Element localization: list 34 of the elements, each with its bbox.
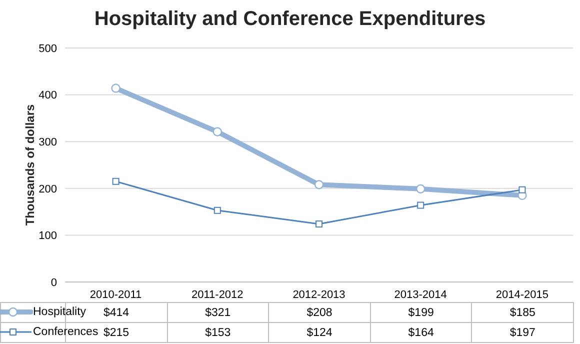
point	[212, 127, 222, 136]
data-label: $199	[370, 302, 472, 322]
x-tick-label: 2011-2012	[192, 288, 244, 301]
y-tick-label: 500	[38, 42, 57, 55]
y-tick-label: 100	[38, 230, 57, 242]
point	[111, 84, 120, 93]
x-tick-label: 2014-2015	[496, 288, 549, 301]
point	[416, 184, 426, 194]
y-axis-title: Thousands of dollars	[23, 104, 37, 226]
data-label: $185	[472, 302, 574, 322]
legend-label: Conferences	[33, 326, 98, 339]
data-label: $197	[472, 322, 574, 342]
point	[214, 206, 221, 214]
data-label: $164	[370, 322, 472, 342]
data-label: $321	[167, 302, 269, 322]
y-tick-label: 300	[38, 136, 57, 149]
data-label: $124	[268, 322, 370, 342]
y-tick-label: 0	[50, 276, 57, 289]
data-label: $153	[167, 322, 269, 342]
data-label: $208	[268, 302, 370, 322]
data-label: $414	[104, 306, 130, 318]
x-tick-label: 2013-2014	[394, 288, 447, 301]
data-label: $215	[104, 326, 130, 338]
point	[314, 180, 324, 190]
y-tick-label: 400	[38, 90, 57, 102]
chart-title: Hospitality and Conference Expenditures	[93, 8, 487, 31]
point	[112, 178, 120, 185]
legend-label: Hospitality	[33, 306, 86, 319]
y-tick-label: 200	[38, 183, 57, 196]
point	[316, 220, 322, 228]
point	[518, 186, 526, 194]
x-tick-label: 2010-2011	[90, 288, 142, 301]
point	[417, 202, 424, 209]
x-tick-label: 2012-2013	[292, 288, 346, 301]
